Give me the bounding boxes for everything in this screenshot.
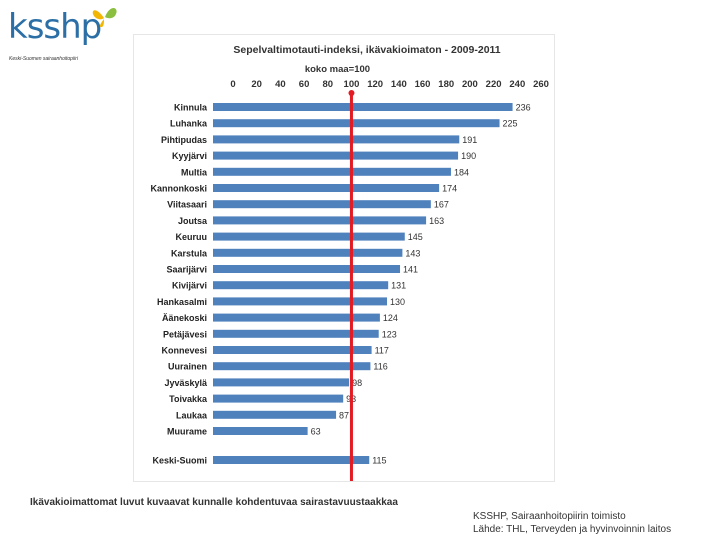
bar [213,119,500,128]
category-label: Joutsa [178,216,208,226]
category-label: Keuruu [176,232,208,242]
bar-value-label: 236 [516,103,531,113]
source-reference: Lähde: THL, Terveyden ja hyvinvoinnin la… [473,524,672,535]
bar [213,167,451,176]
bar [213,394,344,403]
butterfly-icon [92,8,117,28]
category-label: Toivakka [169,394,208,404]
x-tick-label: 140 [391,79,407,90]
bar-value-label: 98 [352,378,362,388]
chart-frame: Sepelvaltimotauti-indeksi, ikävakioimato… [133,34,555,482]
category-label: Hankasalmi [157,297,207,307]
chart-title: Sepelvaltimotauti-indeksi, ikävakioimato… [233,44,500,56]
category-label: Petäjävesi [163,329,207,339]
category-label: Kinnula [174,103,208,113]
bar [213,184,440,192]
category-label: Muurame [167,427,207,437]
x-tick-label: 160 [415,79,431,90]
bar-value-label: 145 [408,232,423,242]
bar [213,313,380,322]
x-tick-label: 180 [438,79,454,90]
x-tick-label: 100 [344,79,360,90]
bar [213,329,379,338]
bar-value-label: 87 [339,410,349,420]
category-label: Luhanka [170,119,208,129]
logo-wordmark: ksshp [8,7,102,47]
bar-value-label: 191 [462,135,477,145]
category-label: Kivijärvi [172,281,207,291]
total-bar [213,456,370,464]
category-label: Jyväskylä [164,378,208,388]
bar [213,232,405,241]
bar-value-label: 141 [403,265,418,275]
category-label: Viitasaari [167,200,207,210]
category-label: Konnevesi [161,346,207,356]
bar-value-label: 123 [382,329,397,339]
bar-value-label: 143 [405,248,420,258]
bar-value-label: 131 [391,281,406,291]
x-tick-label: 0 [230,79,235,90]
x-tick-label: 260 [533,79,549,90]
bar-value-label: 116 [373,362,387,372]
bar-value-label: 124 [383,313,398,323]
bar-value-label: 190 [461,151,476,161]
x-tick-label: 20 [251,79,262,90]
x-tick-label: 40 [275,79,286,90]
bar [213,151,459,160]
logo-tagline: Keski-Suomen sairaanhoitopiiri [9,56,78,62]
bar-value-label: 167 [434,200,449,210]
bar [213,216,427,225]
bar [213,103,513,111]
total-bar-value-label: 115 [372,456,386,466]
bar-value-label: 163 [429,216,444,226]
x-tick-label: 80 [322,79,333,90]
x-tick-label: 120 [367,79,383,90]
bar-chart: Sepelvaltimotauti-indeksi, ikävakioimato… [150,44,549,481]
category-label: Laukaa [176,410,208,420]
category-label: Kannonkoski [150,184,207,194]
bar-value-label: 225 [503,119,518,129]
bar [213,410,337,419]
category-label: Karstula [171,248,208,258]
bar [213,346,372,354]
bar-value-label: 174 [442,184,457,194]
bar [213,427,308,435]
category-label: Pihtipudas [161,135,207,145]
bar [213,248,403,257]
total-category-label: Keski-Suomi [152,456,207,466]
reference-line-top-marker [348,90,355,96]
x-tick-label: 60 [299,79,310,90]
bar [213,378,350,387]
bar [213,281,389,290]
bar [213,362,371,371]
x-tick-label: 200 [462,79,478,90]
bar [213,297,387,306]
bar [213,135,460,144]
source-organization: KSSHP, Sairaanhoitopiirin toimisto [473,511,626,522]
category-label: Uurainen [168,362,207,372]
category-label: Äänekoski [162,313,207,323]
chart-caption: Ikävakioimattomat luvut kuvaavat kunnall… [30,497,398,508]
bar [213,265,401,273]
x-tick-label: 220 [486,79,502,90]
bar [213,200,431,209]
bar-value-label: 117 [375,346,389,356]
category-label: Multia [181,167,208,177]
bar-value-label: 130 [390,297,405,307]
category-label: Kyyjärvi [172,151,207,161]
category-label: Saarijärvi [166,265,207,275]
bar-value-label: 184 [454,167,469,177]
chart-subtitle: koko maa=100 [305,64,370,75]
bar-value-label: 63 [311,427,321,437]
ksshp-logo: ksshp Keski-Suomen sairaanhoitopiiri [6,4,121,66]
x-tick-label: 240 [509,79,525,90]
